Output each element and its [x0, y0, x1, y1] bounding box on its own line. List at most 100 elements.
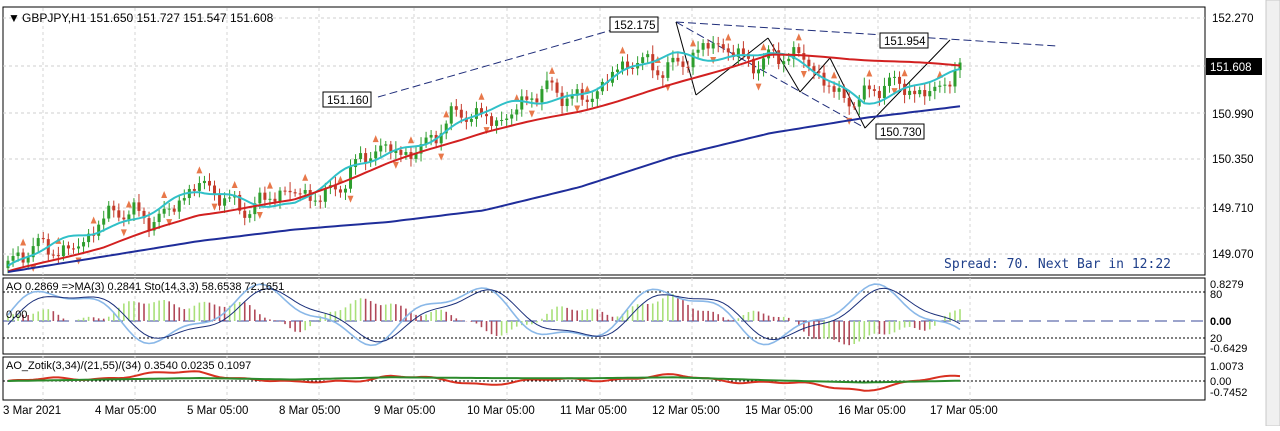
candle-body: [6, 260, 10, 269]
candle-body: [343, 188, 347, 193]
zigzag: [799, 57, 831, 93]
fractal-up: [725, 33, 732, 41]
trend-down: [675, 21, 866, 129]
candle-body: [827, 85, 831, 87]
time-label: 9 Mar 05:00: [374, 405, 435, 417]
candle-body: [721, 44, 725, 49]
candle-body: [701, 43, 705, 50]
candle-body: [323, 187, 327, 202]
candle-body: [172, 208, 176, 212]
fractal-up: [513, 94, 520, 102]
candle-body: [681, 61, 685, 67]
candle-body: [162, 208, 166, 214]
zigzag: [864, 39, 951, 129]
fractal-up: [795, 33, 802, 41]
zotik-tick: 0.00: [1210, 376, 1231, 388]
candle-body: [857, 99, 861, 107]
candle-body: [867, 85, 871, 90]
price-panel[interactable]: [2, 6, 1206, 276]
ao-label: AO 0.2869 =>MA(3) 0.2841 Sto(14,3,3) 58.…: [6, 281, 284, 293]
fractal-up: [549, 66, 555, 74]
fractal-down: [120, 229, 127, 237]
candle-body: [318, 200, 322, 202]
candle-body: [66, 245, 70, 249]
candle-body: [621, 61, 625, 70]
candle-body: [852, 106, 856, 108]
candle-body: [550, 80, 554, 83]
candle-body: [797, 47, 801, 54]
candle-body: [374, 151, 378, 159]
candle-body: [56, 255, 60, 257]
zotik-axis: 1.0073 0.00 -0.7452: [1210, 361, 1247, 399]
candle-body: [898, 76, 902, 84]
time-label: 3 Mar 2021: [3, 405, 61, 417]
price-axis: 152.270 151.630 150.990 150.350 149.710 …: [1212, 13, 1254, 261]
candle-body: [459, 109, 463, 118]
time-label: 17 Mar 05:00: [930, 405, 998, 417]
fractal-down: [392, 161, 399, 169]
candle-body: [273, 198, 277, 202]
candle-body: [666, 62, 670, 78]
candle-body: [731, 52, 735, 57]
candle-body: [31, 246, 35, 258]
candle-body: [671, 57, 675, 63]
ma-fast-line: [7, 51, 961, 267]
stoch-main-line: [7, 283, 961, 347]
candle-body: [429, 134, 433, 138]
candle-body: [152, 222, 156, 231]
candle-body: [530, 98, 534, 100]
candle-body: [278, 190, 282, 202]
candle-body: [817, 71, 821, 73]
candle-body: [958, 62, 962, 71]
ao-panel[interactable]: [2, 277, 1206, 355]
candle-body: [288, 190, 292, 193]
fractal-up: [584, 85, 591, 93]
symbol-arrow[interactable]: ▼: [8, 11, 20, 25]
zotik-green-line: [7, 376, 961, 384]
fractal-down: [574, 105, 581, 113]
annotation-high: 152.175: [614, 20, 656, 32]
candle-body: [354, 159, 358, 168]
candle-body: [772, 49, 776, 51]
candle-body: [918, 90, 922, 95]
candle-body: [414, 153, 418, 159]
candle-body: [510, 114, 514, 119]
candle-body: [575, 89, 579, 96]
candle-body: [646, 54, 650, 58]
candle-body: [364, 153, 368, 163]
candle-body: [107, 205, 111, 219]
ao-tick: 0.8279: [1210, 279, 1244, 291]
time-label: 12 Mar 05:00: [652, 405, 720, 417]
zigzag: [675, 21, 697, 96]
candle-body: [202, 180, 206, 184]
candle-body: [61, 245, 65, 257]
candle-body: [379, 145, 383, 152]
scrollbar[interactable]: [1265, 0, 1280, 427]
candle-body: [807, 59, 811, 67]
candle-body: [485, 114, 489, 117]
fractal-down: [891, 88, 898, 96]
fractal-up: [231, 181, 238, 189]
candle-body: [903, 83, 907, 95]
time-label: 8 Mar 05:00: [279, 405, 340, 417]
candle-body: [585, 99, 589, 102]
candle-body: [736, 48, 740, 57]
candle-body: [127, 214, 131, 220]
candle-body: [626, 61, 630, 68]
candle-body: [137, 202, 141, 211]
fractal-up: [90, 216, 97, 224]
candle-body: [228, 197, 232, 199]
candle-body: [696, 49, 700, 53]
candle-body: [218, 193, 222, 206]
candle-body: [706, 43, 710, 49]
fractal-down: [528, 110, 535, 118]
candle-body: [882, 85, 886, 99]
price-tick: 149.710: [1212, 203, 1254, 215]
price-annotations: 152.175 151.954 151.160 150.730: [322, 16, 929, 140]
time-label: 10 Mar 05:00: [467, 405, 535, 417]
current-price-text: 151.608: [1210, 62, 1252, 74]
candle-body: [248, 214, 252, 218]
candle-body: [474, 108, 478, 119]
